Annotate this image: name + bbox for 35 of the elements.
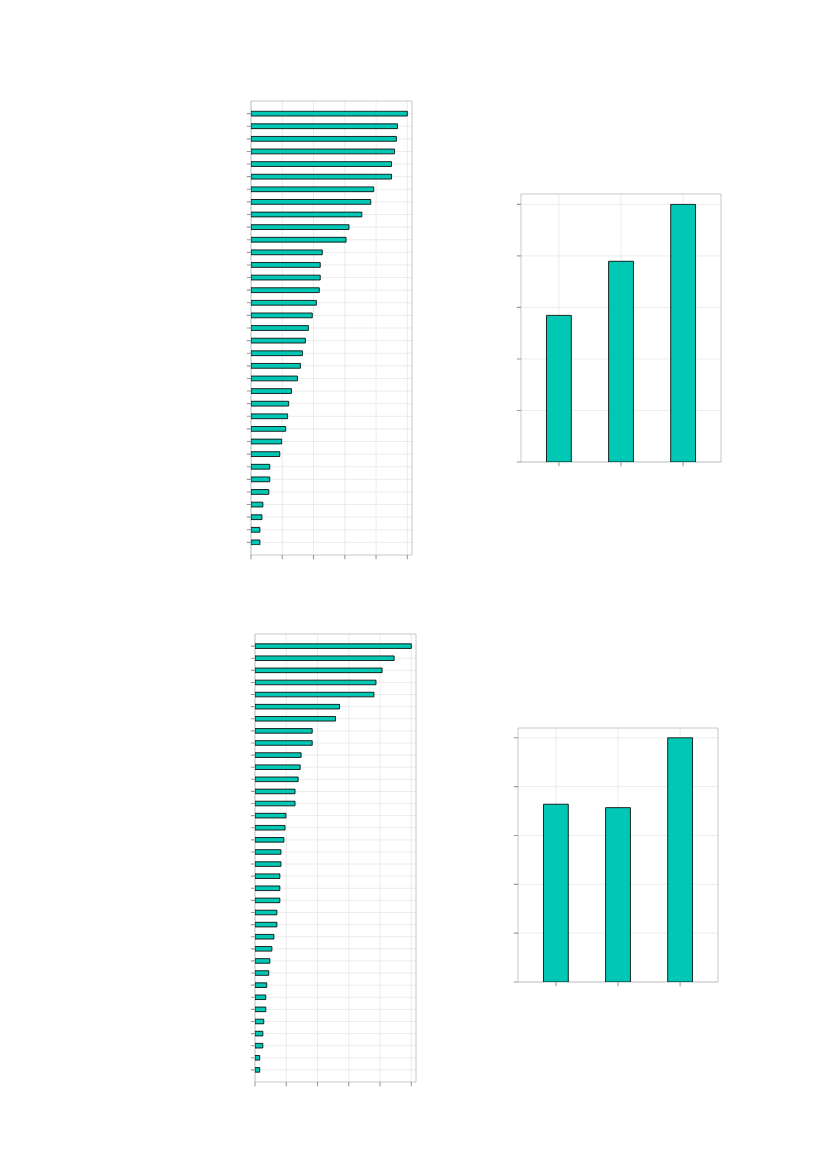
bar [251,451,281,457]
bar [251,123,398,130]
bar [251,438,283,445]
bar [251,148,395,155]
bar [251,463,271,470]
bar [251,262,321,268]
bar [251,136,397,142]
bar [251,363,301,369]
bar [251,388,292,394]
bar [251,400,290,407]
bar [251,489,270,495]
bar [251,426,287,432]
bar [251,337,306,344]
bar [251,186,375,193]
bar [251,476,271,483]
bar [251,211,363,218]
bar [251,325,309,331]
bar [251,274,321,281]
bar [251,312,313,319]
bar [251,287,320,293]
bar [251,501,264,508]
bar [251,375,298,382]
bar [251,526,261,533]
bar [251,199,372,205]
bar [251,173,392,180]
bar [251,110,408,117]
bar [251,350,303,357]
bar [251,299,317,306]
bar [251,514,263,520]
bar [251,161,392,167]
bar [251,539,261,546]
bar [251,413,288,420]
bar [251,236,347,243]
bar [251,224,350,230]
bar [251,249,323,256]
